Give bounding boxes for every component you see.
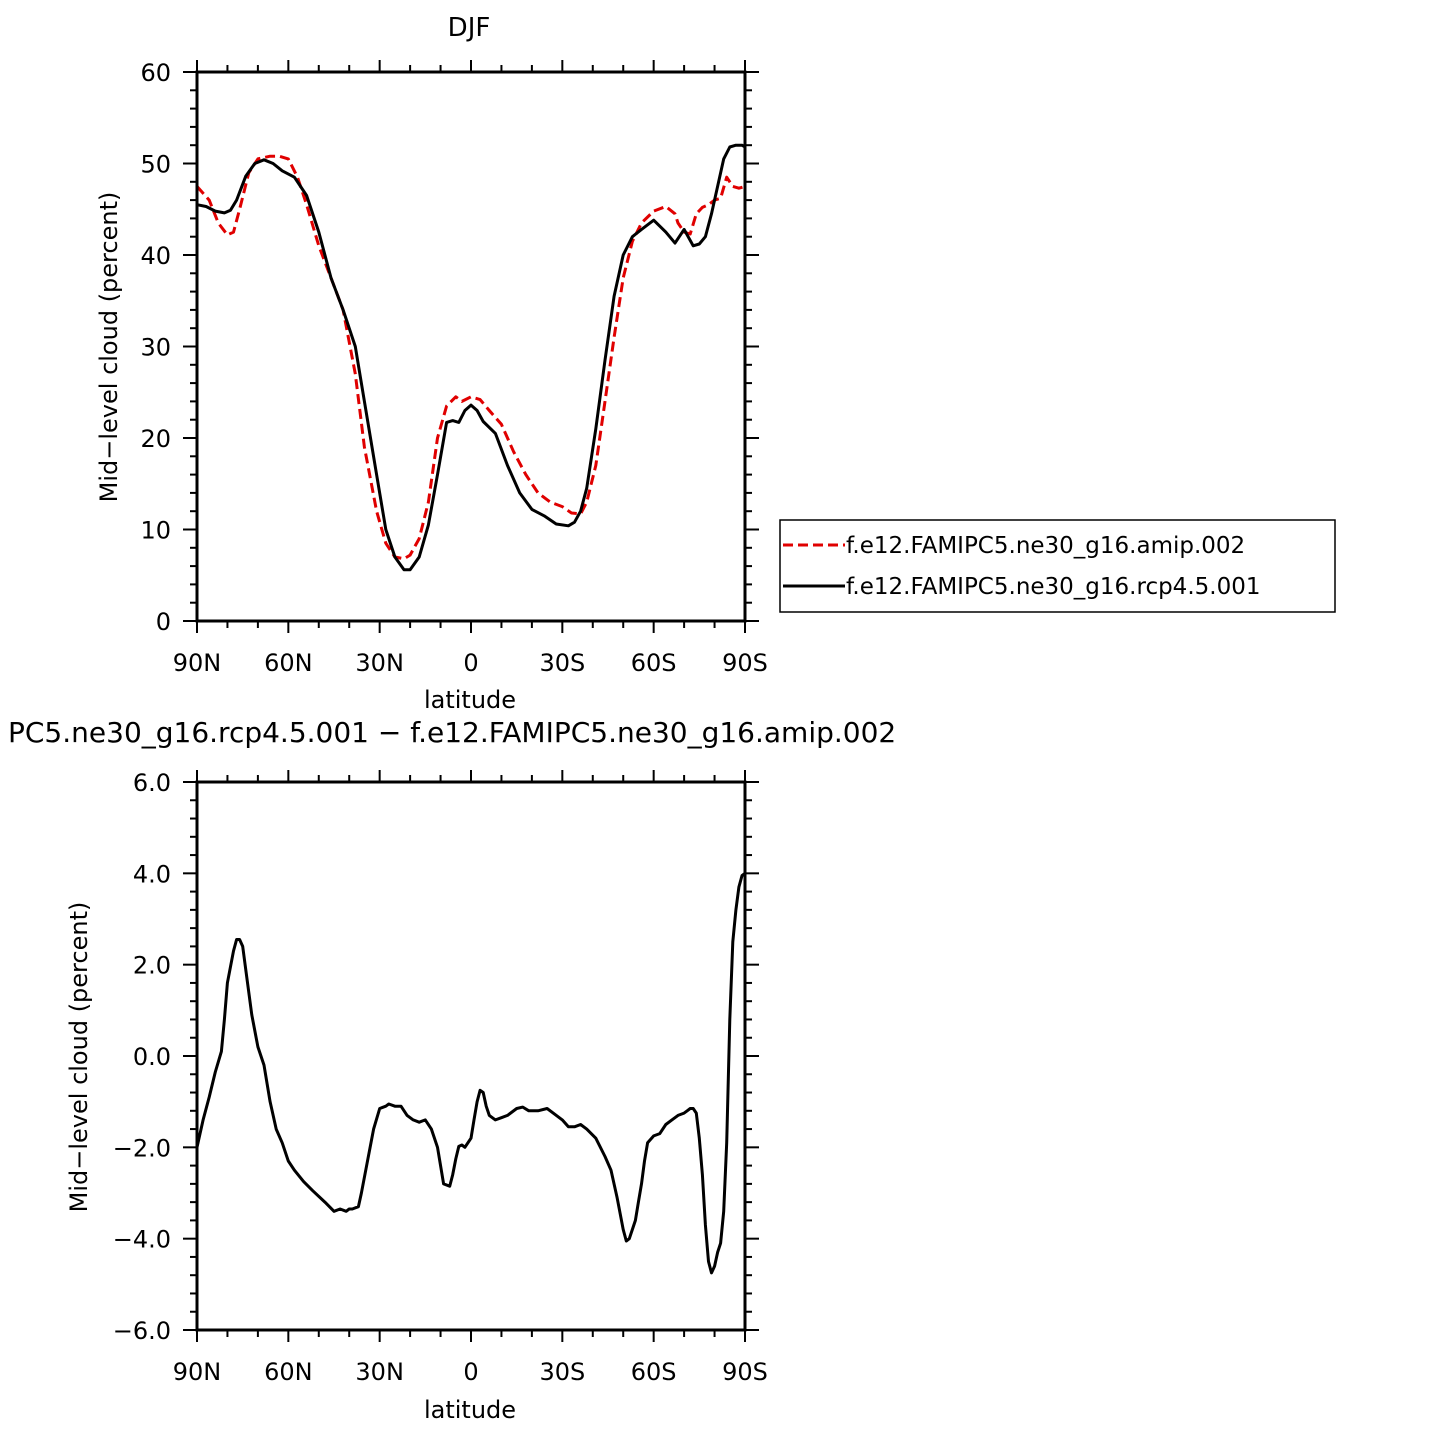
bottom-x-axis-label: latitude bbox=[424, 1396, 516, 1424]
y-tick-label: 0 bbox=[156, 608, 171, 636]
series-line-f-e12-famipc5-ne30-g16-rcp4-5-001 bbox=[196, 143, 746, 572]
y-tick-label: 50 bbox=[140, 151, 171, 179]
y-tick-label: 20 bbox=[140, 425, 171, 453]
top-x-axis-label: latitude bbox=[424, 686, 516, 714]
series-line-panel1-0 bbox=[195, 872, 746, 1275]
difference-panel: PC5.ne30_g16.rcp4.5.001 − f.e12.FAMIPC5.… bbox=[8, 716, 896, 1424]
bottom-y-axis-label: Mid−level cloud (percent) bbox=[65, 902, 93, 1213]
x-tick-label: 90S bbox=[722, 649, 768, 677]
legend-box bbox=[779, 519, 1336, 613]
y-tick-label: 10 bbox=[140, 517, 171, 545]
x-tick-label: 0 bbox=[463, 1358, 478, 1386]
x-tick-label: 60N bbox=[264, 1358, 313, 1386]
x-tick-label: 60N bbox=[264, 649, 313, 677]
y-tick-label: 30 bbox=[140, 334, 171, 362]
series-line-f-e12-famipc5-ne30-g16-amip-002 bbox=[195, 154, 746, 561]
x-tick-label: 90S bbox=[722, 1358, 768, 1386]
x-tick-label: 60S bbox=[631, 1358, 677, 1386]
x-tick-label: 30N bbox=[355, 1358, 404, 1386]
legend: f.e12.FAMIPC5.ne30_g16.amip.002 f.e12.FA… bbox=[779, 519, 1336, 613]
y-tick-label: 4.0 bbox=[133, 860, 171, 888]
bottom-chart-title: PC5.ne30_g16.rcp4.5.001 − f.e12.FAMIPC5.… bbox=[8, 716, 896, 749]
plot-frame bbox=[195, 70, 747, 623]
y-tick-label: 6.0 bbox=[133, 769, 171, 797]
djf-cloud-panel: DJF 90N 60N 30N 0 30S 60S 90S 0 10 20 30 40 50 60 lat… bbox=[95, 13, 768, 714]
y-tick-label: −2.0 bbox=[113, 1134, 171, 1162]
y-tick-label: 2.0 bbox=[133, 952, 171, 980]
legend-label-amip: f.e12.FAMIPC5.ne30_g16.amip.002 bbox=[846, 533, 1245, 559]
top-chart-title: DJF bbox=[448, 13, 491, 43]
y-tick-label: −6.0 bbox=[113, 1317, 171, 1345]
plot-frame bbox=[195, 780, 747, 1332]
x-tick-label: 60S bbox=[631, 649, 677, 677]
x-tick-label: 90N bbox=[173, 649, 222, 677]
y-tick-label: 40 bbox=[140, 242, 171, 270]
top-y-axis-label: Mid−level cloud (percent) bbox=[95, 192, 123, 503]
x-tick-label: 30N bbox=[355, 649, 404, 677]
y-tick-label: −4.0 bbox=[113, 1226, 171, 1254]
legend-label-rcp45: f.e12.FAMIPC5.ne30_g16.rcp4.5.001 bbox=[846, 574, 1260, 600]
y-tick-label: 60 bbox=[140, 59, 171, 87]
x-tick-label: 30S bbox=[539, 1358, 585, 1386]
x-tick-label: 30S bbox=[539, 649, 585, 677]
x-tick-label: 0 bbox=[463, 649, 478, 677]
x-tick-label: 90N bbox=[173, 1358, 222, 1386]
y-tick-label: 0.0 bbox=[133, 1043, 171, 1071]
